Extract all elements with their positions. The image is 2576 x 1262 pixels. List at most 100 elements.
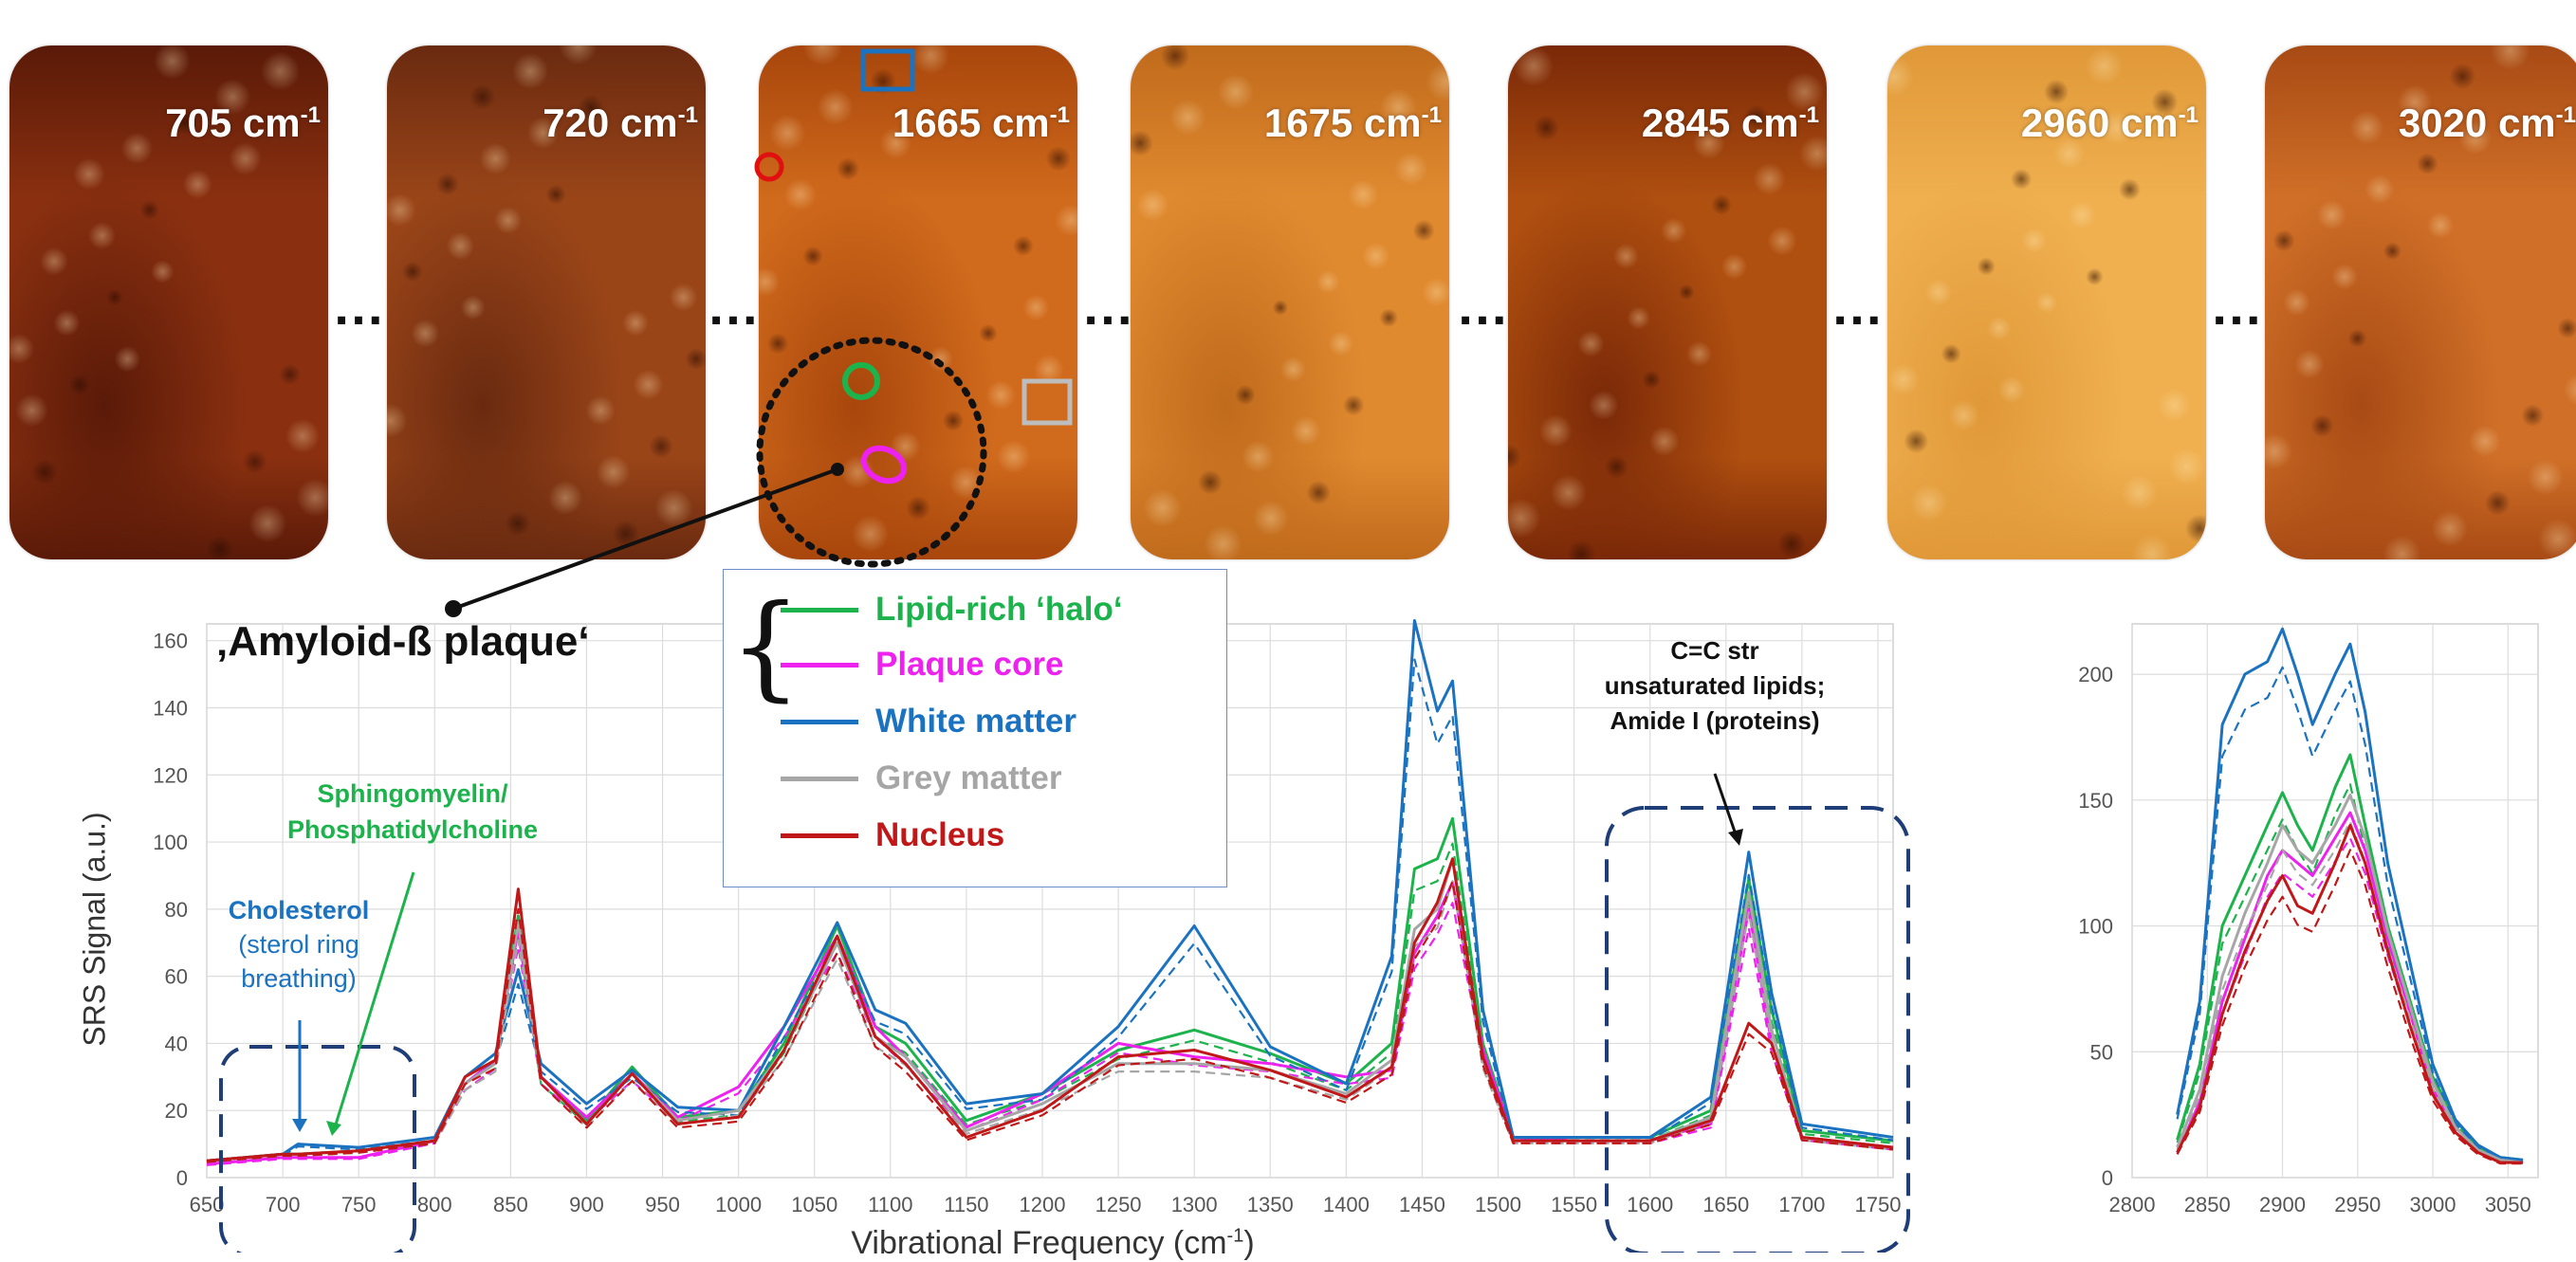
wavenumber-label: 705 cm-1 [165,101,321,146]
x-tick-label: 2900 [2259,1193,2306,1216]
pointer-dot-end [445,600,462,617]
x-tick-label: 1350 [1247,1193,1294,1216]
ellipsis-1: … [332,276,387,336]
sphingo-arrow [334,871,415,1125]
series-line-replicate [2176,849,2524,1165]
halo-roi [842,362,880,400]
grey-matter-roi [1021,378,1073,426]
x-tick-label: 3000 [2410,1193,2456,1216]
ccstr-arrow [1713,773,1738,835]
y-tick-label: 150 [2078,789,2113,813]
x-tick-label: 1450 [1399,1193,1445,1216]
ccstr-line-2: unsaturated lipids; [1604,671,1826,700]
wavenumber-exponent: -1 [1421,102,1442,128]
legend-label: Grey matter [875,759,1062,796]
series-line-replicate [2176,666,2524,1162]
legend-swatch [781,662,858,668]
sphingo-arrowhead [326,1121,341,1136]
wavenumber-value: 3020 cm [2398,101,2556,145]
cc-str-annotation: C=C str unsaturated lipids; Amide I (pro… [1567,633,1863,739]
legend-item: Plaque core [781,644,1063,686]
ellipsis-3: … [1081,276,1136,336]
series-line-replicate [206,842,1894,1163]
x-tick-label: 750 [341,1193,377,1216]
series-line [206,857,1894,1162]
x-tick-label: 1550 [1551,1193,1597,1216]
ccstr-line-3: Amide I (proteins) [1610,706,1820,735]
pointer-dot-start [831,463,844,476]
x-tick-label: 2800 [2109,1193,2156,1216]
image-tile-7: 3020 cm-1 [2265,46,2576,559]
cholesterol-sub-2: breathing) [241,964,357,993]
wavenumber-value: 705 cm [165,101,301,145]
x-axis-label-close: ) [1243,1225,1255,1261]
ccstr-arrowhead [1728,829,1743,846]
x-tick-label: 3050 [2485,1193,2531,1216]
amide-region-box [1605,806,1910,1253]
nucleus-roi [754,152,784,182]
y-tick-label: 200 [2078,663,2113,686]
plaque-dotted-circle [756,337,987,568]
x-tick-label: 1700 [1778,1193,1825,1216]
cholesterol-region-box [219,1045,416,1253]
y-tick-label: 160 [153,630,188,653]
image-tile-6: 2960 cm-1 [1887,46,2206,559]
x-tick-label: 1600 [1627,1193,1673,1216]
legend-item: White matter [781,701,1076,742]
y-tick-label: 100 [2078,915,2113,939]
series-line [2176,627,2524,1161]
wavenumber-exponent: -1 [1049,102,1070,128]
x-tick-label: 2950 [2334,1193,2381,1216]
series-line [2176,811,2524,1164]
wavenumber-label: 1665 cm-1 [892,101,1070,146]
wavenumber-exponent: -1 [2178,102,2199,128]
x-tick-label: 1650 [1702,1193,1749,1216]
cholesterol-title: Cholesterol [228,896,370,924]
series-line-replicate [2176,820,2524,1165]
cholesterol-sub-1: (sterol ring [238,930,359,959]
legend-item: Lipid-rich ‘halo‘ [781,589,1123,631]
x-tick-label: 650 [190,1193,225,1216]
x-tick-label: 1250 [1095,1193,1142,1216]
legend-label: Nucleus [875,816,1005,853]
wavenumber-value: 1675 cm [1263,101,1422,145]
y-tick-label: 0 [2102,1166,2113,1190]
image-tile-2: 720 cm-1 [387,46,706,559]
series-line-replicate [206,880,1894,1163]
y-tick-label: 0 [176,1166,188,1190]
y-tick-label: 50 [2090,1040,2113,1064]
wavenumber-label: 3020 cm-1 [2399,101,2576,146]
series-line-replicate [2176,836,2524,1165]
series-line-replicate [206,880,1894,1163]
cholesterol-annotation: Cholesterol (sterol ring breathing) [211,893,387,996]
legend-swatch [781,776,858,781]
legend-item: Grey matter [781,758,1061,799]
x-tick-label: 1050 [791,1193,837,1216]
y-axis-label: SRS Signal (a.u.) [77,812,112,1047]
sphingomyelin-annotation: Sphingomyelin/ Phosphatidylcholine [285,776,541,848]
legend-swatch [781,607,858,613]
y-tick-label: 60 [165,965,188,989]
x-tick-label: 700 [266,1193,301,1216]
legend-label: Lipid-rich ‘halo‘ [875,591,1123,628]
white-matter-roi [860,48,915,92]
wavenumber-label: 720 cm-1 [543,101,698,146]
legend-item: Nucleus [781,814,1004,856]
x-tick-label: 1200 [1020,1193,1066,1216]
y-tick-label: 20 [165,1099,188,1123]
sphingo-line-1: Sphingomyelin/ [317,779,508,808]
plaque-pointer-line [452,467,838,611]
wavenumber-exponent: -1 [300,102,321,128]
wavenumber-value: 1665 cm [892,101,1050,145]
x-tick-label: 2850 [2184,1193,2231,1216]
ellipsis-4: … [1456,276,1511,336]
ellipsis-2: … [707,276,762,336]
series-line-replicate [2176,783,2524,1162]
series-line-replicate [206,902,1894,1166]
image-tile-1: 705 cm-1 [9,46,328,559]
cholesterol-arrowhead [292,1119,307,1132]
image-tile-4: 1675 cm-1 [1131,46,1449,559]
wavenumber-label: 2960 cm-1 [2021,101,2199,146]
series-line [2176,823,2524,1164]
x-axis-label-text: Vibrational Frequency (cm [851,1225,1227,1261]
